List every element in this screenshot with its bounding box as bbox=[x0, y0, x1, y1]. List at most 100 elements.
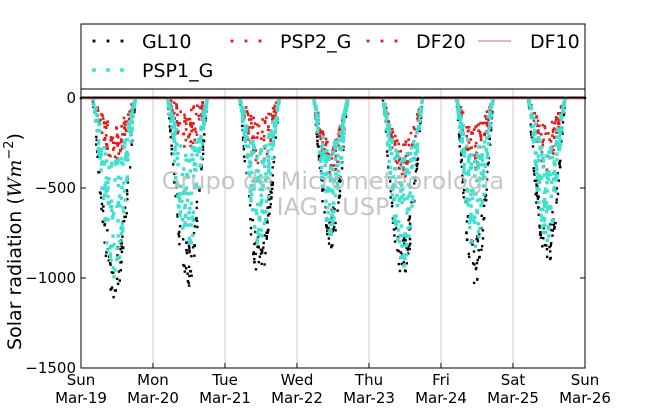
psp1-point bbox=[124, 152, 128, 156]
psp2-point bbox=[412, 126, 415, 129]
psp1-point bbox=[197, 147, 201, 151]
gl10-point bbox=[190, 274, 193, 277]
gl10-point bbox=[556, 192, 560, 196]
psp1-point bbox=[177, 197, 182, 201]
psp2-point bbox=[178, 122, 182, 125]
psp2-point bbox=[190, 108, 193, 112]
legend-swatch-psp2_g bbox=[258, 39, 262, 43]
psp2-point bbox=[106, 123, 109, 127]
psp1-point bbox=[488, 110, 493, 115]
psp1-point bbox=[122, 139, 127, 143]
gl10-point bbox=[475, 266, 478, 270]
gl10-point bbox=[242, 145, 245, 148]
psp1-point bbox=[110, 161, 114, 165]
gl10-point bbox=[336, 209, 339, 212]
psp1-point bbox=[321, 135, 325, 140]
gl10-point bbox=[472, 281, 476, 285]
gl10-point bbox=[549, 223, 552, 226]
psp1-point bbox=[238, 101, 243, 105]
psp1-point bbox=[246, 171, 250, 175]
gl10-point bbox=[130, 143, 133, 146]
psp1-point bbox=[178, 213, 182, 218]
psp2-point bbox=[324, 143, 328, 147]
gl10-point bbox=[170, 152, 174, 155]
psp2-point bbox=[175, 104, 178, 107]
psp1-point bbox=[314, 107, 318, 112]
y-axis-label-close: ) bbox=[4, 133, 26, 140]
psp1-point bbox=[131, 114, 135, 119]
psp2-point bbox=[485, 110, 489, 113]
psp2-point bbox=[322, 133, 325, 136]
psp1-point bbox=[482, 192, 486, 196]
psp2-point bbox=[272, 115, 275, 118]
gl10-point bbox=[175, 193, 179, 196]
psp1-point bbox=[341, 116, 345, 120]
gl10-point bbox=[461, 174, 464, 177]
psp1-point bbox=[326, 210, 331, 215]
psp1-point bbox=[129, 119, 133, 124]
psp1-point bbox=[476, 155, 481, 160]
psp1-point bbox=[118, 204, 122, 208]
psp1-point bbox=[402, 197, 407, 201]
psp1-point bbox=[182, 167, 186, 171]
gl10-point bbox=[260, 262, 263, 265]
psp2-point bbox=[478, 131, 482, 135]
gl10-point bbox=[168, 117, 171, 120]
psp1-point bbox=[329, 177, 333, 181]
psp1-point bbox=[119, 226, 123, 230]
gl10-point bbox=[467, 252, 470, 256]
gl10-point bbox=[125, 190, 129, 193]
psp1-point bbox=[399, 165, 404, 169]
psp1-point bbox=[555, 135, 559, 139]
psp1-point bbox=[323, 163, 327, 168]
gl10-point bbox=[530, 133, 533, 136]
legend-swatch-psp1_g bbox=[120, 68, 124, 72]
x-tick-label: Fri Mar-24 bbox=[415, 371, 467, 407]
psp1-point bbox=[480, 158, 485, 162]
gl10-point bbox=[268, 212, 271, 215]
gl10-point bbox=[188, 246, 191, 250]
psp1-point bbox=[417, 111, 422, 115]
psp1-point bbox=[243, 137, 247, 142]
psp2-point bbox=[188, 132, 192, 136]
psp2-point bbox=[250, 121, 253, 125]
psp1-point bbox=[262, 144, 267, 149]
gl10-point bbox=[458, 145, 461, 148]
psp1-point bbox=[531, 133, 535, 137]
psp1-point bbox=[420, 99, 424, 103]
psp1-point bbox=[475, 211, 480, 215]
psp1-point bbox=[266, 159, 271, 163]
gl10-point bbox=[195, 219, 199, 222]
psp1-point bbox=[115, 204, 119, 208]
gl10-point bbox=[316, 135, 319, 138]
psp1-point bbox=[245, 155, 250, 159]
gl10-point bbox=[119, 248, 122, 251]
psp1-point bbox=[255, 169, 259, 173]
gl10-point bbox=[327, 242, 331, 245]
psp1-point bbox=[338, 138, 343, 142]
psp1-point bbox=[541, 207, 545, 211]
psp1-point bbox=[315, 130, 320, 134]
psp1-point bbox=[178, 210, 182, 214]
gl10-point bbox=[99, 192, 102, 195]
psp1-point bbox=[262, 221, 266, 225]
psp1-point bbox=[322, 153, 327, 157]
psp1-point bbox=[172, 135, 176, 140]
gl10-point bbox=[331, 230, 335, 233]
psp2-point bbox=[190, 129, 193, 133]
psp1-point bbox=[172, 152, 176, 156]
psp1-point bbox=[105, 159, 109, 163]
psp1-point bbox=[252, 145, 256, 150]
psp2-point bbox=[471, 132, 474, 135]
psp1-point bbox=[116, 255, 120, 259]
psp1-point bbox=[476, 161, 480, 166]
psp1-point bbox=[242, 116, 246, 120]
gl10-point bbox=[263, 263, 266, 266]
psp1-point bbox=[185, 191, 189, 195]
psp1-point bbox=[559, 125, 563, 130]
psp1-point bbox=[398, 234, 403, 238]
gl10-point bbox=[271, 174, 274, 177]
gl10-point bbox=[170, 147, 173, 151]
psp2-point bbox=[274, 111, 278, 114]
psp2-point bbox=[262, 135, 266, 138]
